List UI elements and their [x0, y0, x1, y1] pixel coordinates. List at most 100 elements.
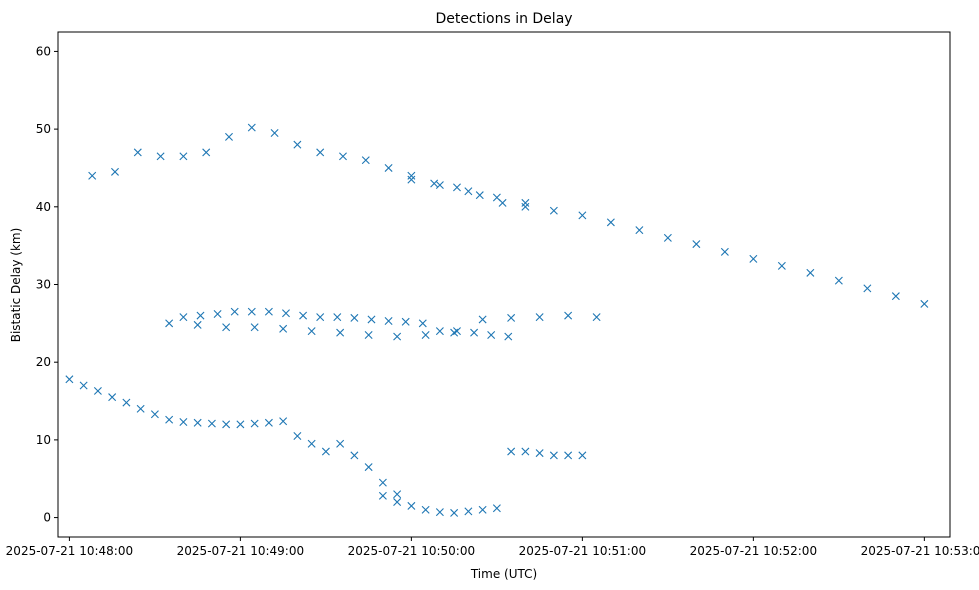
data-point — [498, 198, 507, 207]
data-point — [470, 328, 479, 337]
data-point — [299, 311, 308, 320]
data-point — [165, 415, 174, 424]
data-point — [179, 418, 188, 427]
data-point — [663, 233, 672, 242]
data-point — [564, 451, 573, 460]
data-point — [179, 152, 188, 161]
data-point — [464, 187, 473, 196]
data-point — [475, 191, 484, 200]
data-point — [202, 148, 211, 157]
data-point — [606, 218, 615, 227]
data-point — [507, 313, 516, 322]
data-point — [336, 439, 345, 448]
data-point — [350, 451, 359, 460]
data-point — [504, 332, 513, 341]
data-point — [111, 167, 119, 176]
data-point — [393, 332, 402, 341]
data-point — [207, 419, 216, 428]
data-point — [193, 320, 202, 329]
data-point — [578, 451, 587, 460]
data-point — [230, 307, 239, 316]
data-point — [521, 202, 530, 211]
data-point — [478, 505, 487, 514]
data-point — [421, 331, 430, 339]
data-point — [336, 328, 345, 337]
data-point — [407, 175, 416, 184]
data-point — [364, 463, 373, 472]
data-point — [150, 410, 159, 419]
y-tick-label: 20 — [36, 355, 51, 369]
data-point — [521, 198, 530, 207]
data-point — [378, 491, 387, 500]
data-point — [196, 311, 205, 320]
data-point — [378, 478, 387, 487]
data-point — [222, 323, 231, 332]
data-point — [777, 261, 786, 270]
data-point — [108, 393, 117, 402]
x-tick-label: 2025-07-21 10:53:00 — [861, 544, 979, 558]
data-point — [222, 420, 231, 429]
data-point — [136, 404, 145, 413]
data-point — [236, 420, 245, 429]
data-point — [321, 447, 330, 456]
data-point — [293, 140, 302, 149]
data-point — [122, 398, 131, 407]
data-point — [316, 313, 325, 322]
data-point — [450, 508, 459, 517]
data-point — [247, 307, 256, 316]
data-point — [535, 313, 544, 322]
y-tick-label: 40 — [36, 200, 51, 214]
data-point — [720, 247, 729, 256]
y-tick-label: 60 — [36, 44, 51, 58]
data-point — [863, 284, 872, 293]
data-point — [401, 317, 410, 326]
data-point — [418, 319, 427, 328]
data-point — [367, 315, 376, 324]
data-point — [407, 501, 416, 510]
data-point — [65, 375, 74, 384]
data-point — [592, 313, 601, 322]
data-point — [435, 508, 444, 517]
data-point — [407, 171, 416, 180]
data-point — [307, 439, 316, 448]
data-point — [279, 324, 288, 333]
data-point — [920, 299, 929, 308]
data-point — [692, 240, 701, 249]
data-point — [635, 226, 644, 235]
data-point — [361, 156, 370, 165]
y-tick-label: 0 — [43, 511, 51, 525]
x-tick-label: 2025-07-21 10:52:00 — [690, 544, 817, 558]
y-tick-label: 30 — [36, 278, 51, 292]
data-point — [133, 148, 142, 157]
data-point — [79, 381, 88, 390]
x-axis-title: Time (UTC) — [470, 567, 537, 581]
data-point — [279, 417, 288, 426]
y-tick-label: 10 — [36, 433, 51, 447]
data-point — [88, 171, 97, 180]
data-point — [247, 123, 256, 132]
data-point — [338, 152, 347, 161]
data-point — [264, 418, 273, 427]
data-point — [421, 505, 430, 514]
data-point — [179, 313, 188, 322]
data-points — [65, 123, 929, 517]
data-point — [250, 323, 259, 332]
data-point — [891, 292, 900, 301]
data-point — [487, 331, 496, 339]
data-point — [384, 163, 393, 172]
data-point — [834, 276, 843, 285]
x-tick-label: 2025-07-21 10:50:00 — [348, 544, 475, 558]
axis-ticks: 2025-07-21 10:48:00 2025-07-21 10:49:00 20… — [6, 44, 979, 558]
data-point — [307, 327, 316, 336]
data-point — [213, 310, 222, 319]
data-point — [464, 507, 473, 516]
x-tick-label: 2025-07-21 10:49:00 — [177, 544, 304, 558]
data-point — [478, 315, 487, 324]
x-tick-label: 2025-07-21 10:48:00 — [6, 544, 133, 558]
data-point — [364, 331, 373, 339]
data-point — [452, 183, 461, 192]
data-point — [435, 181, 444, 190]
data-point — [250, 419, 259, 428]
data-point — [165, 319, 174, 328]
